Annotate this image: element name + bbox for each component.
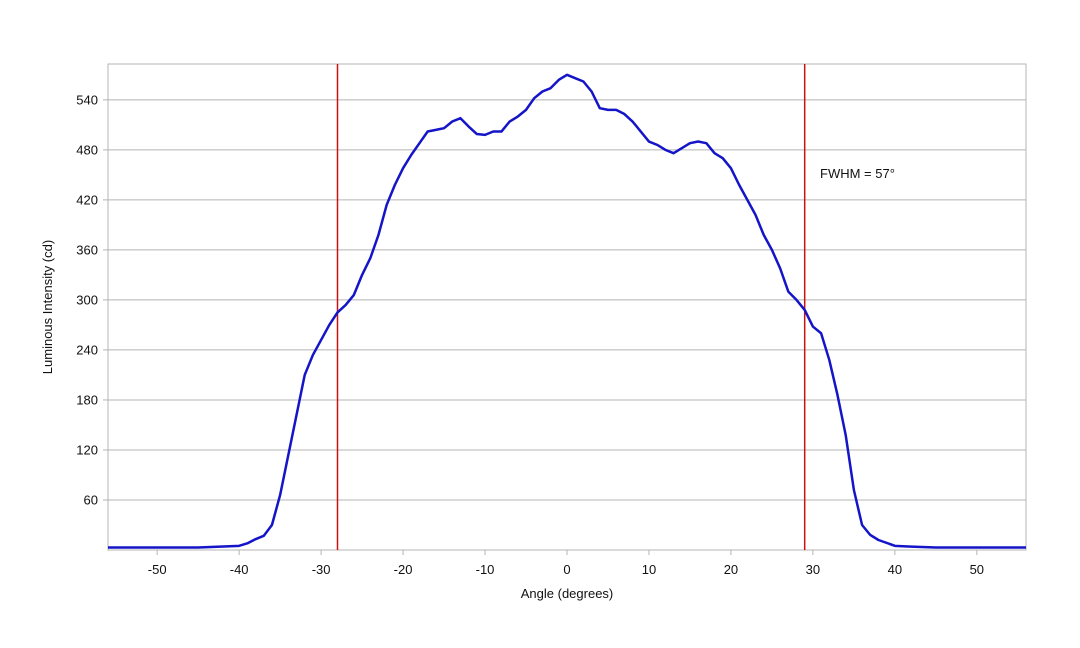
x-tick-label: 0	[563, 562, 570, 577]
x-tick-label: -10	[476, 562, 495, 577]
y-tick-label: 240	[76, 342, 98, 357]
x-tick-label: -40	[230, 562, 249, 577]
y-tick-label: 120	[76, 442, 98, 457]
x-tick-label: 30	[806, 562, 820, 577]
y-tick-label: 360	[76, 242, 98, 257]
x-tick-label: -20	[394, 562, 413, 577]
y-tick-label: 60	[84, 492, 98, 507]
y-tick-label: 540	[76, 92, 98, 107]
annotation: FWHM = 57°	[820, 166, 895, 181]
y-axis-label: Luminous Intensity (cd)	[40, 240, 55, 374]
x-tick-label: 10	[642, 562, 656, 577]
data-line	[108, 73, 1026, 549]
y-tick-label: 480	[76, 142, 98, 157]
x-tick-label: -30	[312, 562, 331, 577]
x-tick-label: 40	[888, 562, 902, 577]
y-tick-label: 300	[76, 292, 98, 307]
y-tick-label: 180	[76, 392, 98, 407]
plot-border	[107, 63, 1027, 551]
x-axis-label: Angle (degrees)	[521, 586, 614, 601]
x-tick-label: 20	[724, 562, 738, 577]
y-tick-label: 420	[76, 192, 98, 207]
x-tick-label: 50	[970, 562, 984, 577]
x-tick-label: -50	[148, 562, 167, 577]
